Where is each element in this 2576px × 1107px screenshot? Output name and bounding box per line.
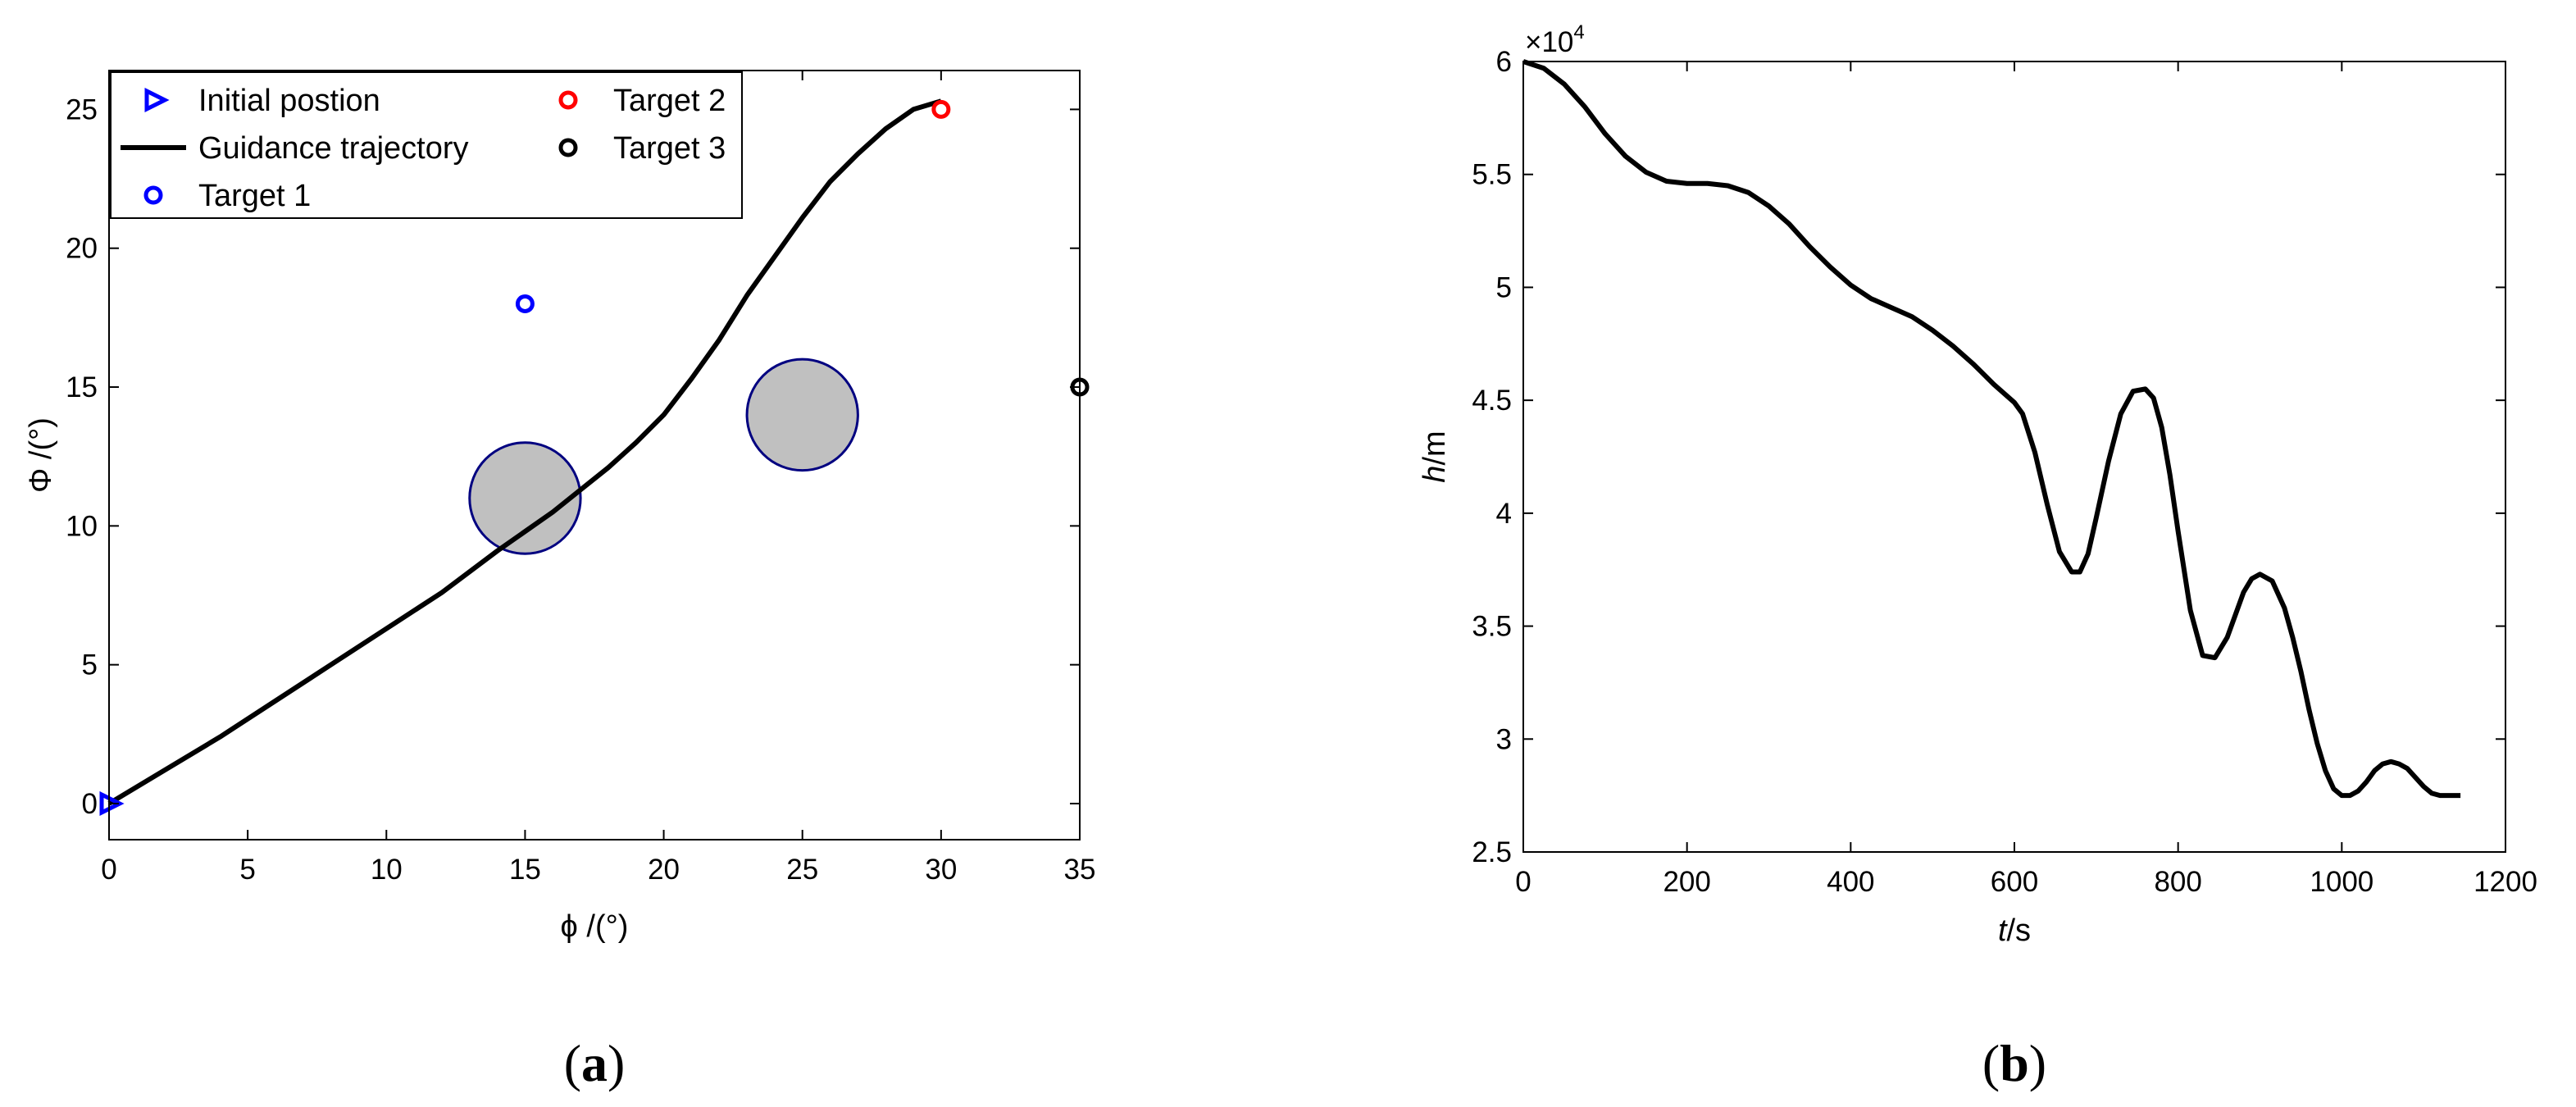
- x-tick-label: 0: [1515, 866, 1531, 898]
- initial-postion-marker: [99, 790, 125, 817]
- x-label-unit: /s: [2007, 913, 2032, 948]
- target-2-marker: [931, 99, 951, 119]
- legend-triangle-icon: [144, 87, 170, 113]
- x-tick-label: 0: [101, 854, 116, 886]
- panel-a: 0 5 10 15 20 25 30 35 0 5 10 15 20 25 ϕ /(°) Φ /(°) I…: [24, 70, 1095, 1092]
- panel-b-label: (b): [1982, 1034, 2046, 1092]
- y-tick-label: 20: [66, 233, 98, 265]
- x-tick-label: 800: [2154, 866, 2201, 898]
- legend-box: [110, 71, 743, 219]
- x-tick-label: 10: [371, 854, 403, 886]
- x-tick-label: 20: [648, 854, 680, 886]
- x-tick-label: 1200: [2474, 866, 2537, 898]
- obstacle-2: [745, 358, 859, 472]
- y-tick-label: 5: [82, 649, 98, 681]
- target-1-marker: [515, 294, 535, 313]
- legend-circle-icon: [143, 185, 163, 205]
- y-tick-label: 0: [82, 788, 98, 820]
- panel-b: 0 200 400 600 800 1000 1200 2.5 3 3.5 4 4.5 5 5.5 6 ×1…: [1418, 21, 2537, 1092]
- panel-a-ticks: 0 5 10 15 20 25 30 35 0 5 10 15 20 25: [66, 71, 1095, 886]
- panel-b-y-axis-label: h/m: [1418, 430, 1452, 482]
- multiplier-exponent: 4: [1573, 21, 1584, 43]
- panel-a-y-axis-label: Φ /(°): [24, 417, 58, 493]
- panel-b-label-close: ): [2029, 1034, 2046, 1092]
- obstacle-1: [468, 441, 582, 555]
- y-tick-label: 6: [1496, 46, 1512, 78]
- x-label-symbol: t: [1998, 913, 2008, 948]
- panel-b-plot-content: [1522, 59, 2461, 799]
- x-tick-label: 200: [1663, 866, 1710, 898]
- panel-a-label-open: (: [564, 1034, 581, 1092]
- legend-circle-icon: [558, 90, 578, 110]
- y-tick-label: 15: [66, 371, 98, 403]
- panel-a-axes-frame: [108, 70, 1081, 840]
- y-label-unit: /m: [1418, 430, 1452, 465]
- panel-a-label-close: ): [608, 1034, 625, 1092]
- y-tick-label: 25: [66, 93, 98, 125]
- y-tick-label: 5: [1496, 271, 1512, 303]
- y-tick-label: 3: [1496, 723, 1512, 755]
- y-tick-label: 10: [66, 510, 98, 542]
- panel-a-x-axis-label: ϕ /(°): [561, 909, 629, 944]
- legend-entry-label: Guidance trajectory: [198, 131, 469, 166]
- panel-a-label: (a): [564, 1034, 626, 1092]
- legend-entry-label: Target 1: [198, 179, 311, 213]
- legend-entry-label: Target 3: [613, 131, 726, 166]
- legend-entry-label: Initial postion: [198, 84, 380, 118]
- panel-b-label-letter: b: [2000, 1034, 2029, 1092]
- x-tick-label: 400: [1827, 866, 1874, 898]
- panel-b-ticks: 0 200 400 600 800 1000 1200 2.5 3 3.5 4 4.5 5 5.5 6: [1472, 46, 2537, 898]
- panel-a-label-letter: a: [581, 1034, 608, 1092]
- guidance-trajectory-line: [107, 98, 942, 806]
- panel-b-x-axis-label: t/s: [1998, 913, 2031, 948]
- y-tick-label: 2.5: [1472, 836, 1512, 868]
- y-tick-label: 3.5: [1472, 611, 1512, 643]
- x-tick-label: 30: [925, 854, 957, 886]
- x-tick-label: 5: [239, 854, 255, 886]
- altitude-line: [1522, 59, 2461, 799]
- x-tick-label: 15: [509, 854, 541, 886]
- x-tick-label: 35: [1064, 854, 1096, 886]
- y-tick-label: 4: [1496, 498, 1512, 530]
- x-tick-label: 1000: [2310, 866, 2373, 898]
- y-tick-label: 4.5: [1472, 385, 1512, 417]
- panel-b-y-multiplier: ×104: [1525, 21, 1585, 58]
- x-tick-label: 25: [786, 854, 818, 886]
- y-tick-label: 5.5: [1472, 159, 1512, 191]
- legend-circle-icon: [558, 138, 578, 157]
- y-label-symbol: h: [1418, 466, 1452, 483]
- panel-a-legend: Initial postion Guidance trajectory Target…: [110, 71, 743, 219]
- multiplier-base: ×10: [1525, 26, 1573, 58]
- legend-entry-label: Target 2: [613, 84, 726, 118]
- panel-a-plot-content: [99, 98, 1090, 817]
- x-tick-label: 600: [1991, 866, 2038, 898]
- panel-b-label-open: (: [1982, 1034, 2000, 1092]
